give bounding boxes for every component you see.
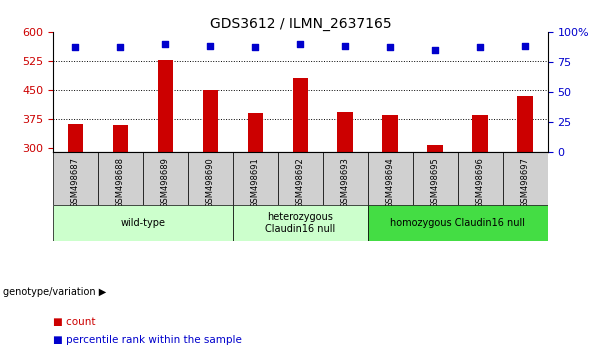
Bar <box>98 152 143 205</box>
Text: GSM498687: GSM498687 <box>71 157 80 208</box>
Bar <box>247 113 263 152</box>
Bar <box>143 152 188 205</box>
Text: GSM498689: GSM498689 <box>161 157 170 208</box>
Bar <box>517 96 533 152</box>
Bar <box>233 152 278 205</box>
Bar <box>203 90 219 152</box>
Bar <box>472 115 488 152</box>
Bar <box>233 205 368 241</box>
Text: ■ count: ■ count <box>53 317 95 327</box>
Bar <box>53 152 98 205</box>
Text: GSM498688: GSM498688 <box>116 157 125 208</box>
Bar <box>503 152 548 205</box>
Text: heterozygous
Claudin16 null: heterozygous Claudin16 null <box>265 212 336 234</box>
Bar <box>382 115 398 152</box>
Text: genotype/variation ▶: genotype/variation ▶ <box>3 287 106 297</box>
Text: GSM498691: GSM498691 <box>251 157 260 208</box>
Text: GSM498695: GSM498695 <box>431 157 440 208</box>
Text: GSM498696: GSM498696 <box>476 157 485 208</box>
Bar <box>278 152 323 205</box>
Text: wild-type: wild-type <box>121 218 166 228</box>
Point <box>521 44 530 49</box>
Title: GDS3612 / ILMN_2637165: GDS3612 / ILMN_2637165 <box>210 17 391 31</box>
Bar <box>112 125 128 152</box>
Text: homozygous Claudin16 null: homozygous Claudin16 null <box>391 218 525 228</box>
Point <box>475 45 485 50</box>
Text: ■ percentile rank within the sample: ■ percentile rank within the sample <box>53 335 242 345</box>
Point <box>116 45 125 50</box>
Point <box>251 45 260 50</box>
Point <box>71 45 80 50</box>
Bar <box>158 60 173 152</box>
Point <box>206 44 215 49</box>
Text: GSM498690: GSM498690 <box>206 157 215 208</box>
Point <box>340 44 350 49</box>
Text: GSM498692: GSM498692 <box>296 157 305 208</box>
Bar <box>188 152 233 205</box>
Bar <box>323 152 368 205</box>
Bar <box>53 205 233 241</box>
Point <box>161 41 170 47</box>
Bar <box>458 152 503 205</box>
Bar <box>293 78 308 152</box>
Bar <box>413 152 458 205</box>
Text: GSM498697: GSM498697 <box>521 157 530 208</box>
Point <box>296 41 305 47</box>
Text: GSM498693: GSM498693 <box>341 157 350 208</box>
Text: GSM498694: GSM498694 <box>386 157 395 208</box>
Bar <box>337 112 353 152</box>
Bar <box>368 205 548 241</box>
Bar <box>368 152 413 205</box>
Bar <box>428 145 443 152</box>
Bar <box>68 124 84 152</box>
Point <box>431 47 440 53</box>
Point <box>386 45 395 50</box>
